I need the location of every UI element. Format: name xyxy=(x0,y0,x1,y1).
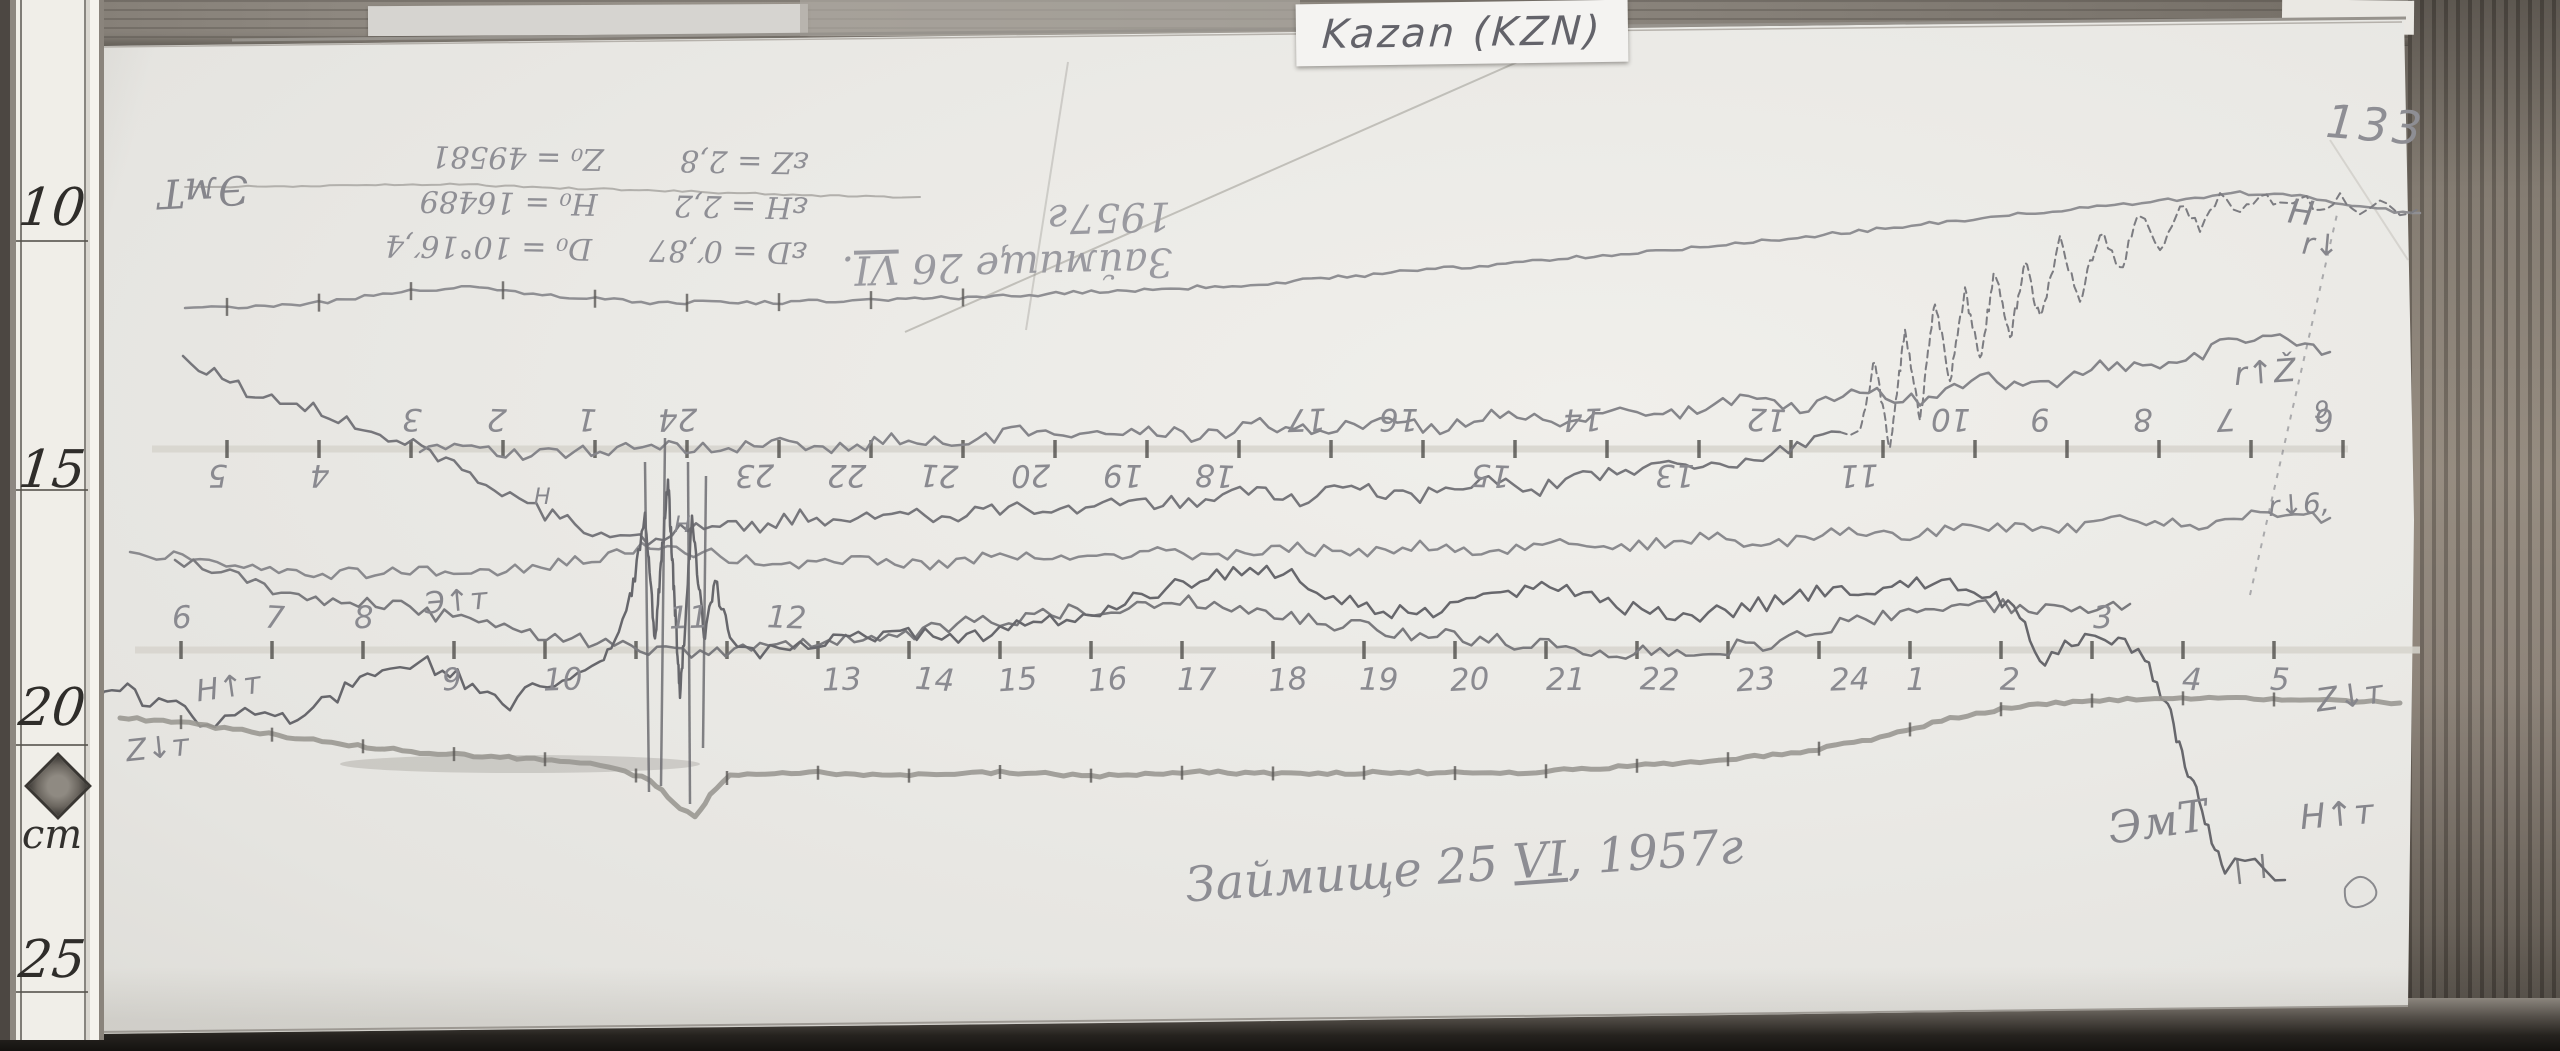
upper-axis-hour-14: 14 xyxy=(1562,400,1604,438)
lower-axis-hour-16: 16 xyxy=(1086,660,1129,700)
label-h-arrow-upper-right: r↓ xyxy=(2300,226,2341,265)
paper-strip-top-middle xyxy=(800,0,1300,36)
label-six-upper-right: 9 xyxy=(2314,396,2330,424)
label-emt-upperleft: ЭмТ xyxy=(156,165,250,217)
lower-axis-hour-1: 1 xyxy=(1906,662,1926,698)
upper-axis-hour-13: 13 xyxy=(1655,457,1695,493)
upper-axis-hour-15: 15 xyxy=(1470,456,1512,494)
lower-axis-hour-6: 6 xyxy=(171,599,193,637)
page-number: 133 xyxy=(2323,93,2428,157)
upper-axis-hour-18: 18 xyxy=(1194,456,1236,494)
lower-axis-hour-12: 12 xyxy=(766,599,808,637)
lower-axis-hour-13: 13 xyxy=(821,661,863,699)
upper-axis-hour-2: 2 xyxy=(486,400,508,438)
upper-axis-hour-1: 1 xyxy=(576,400,598,438)
wood-table-right-edge xyxy=(2408,0,2560,1051)
upper-axis-hour-12: 12 xyxy=(1746,400,1788,438)
upper-axis-hour-4: 4 xyxy=(309,456,331,494)
ruler-segment-line xyxy=(16,991,88,993)
diamond-logo-icon xyxy=(24,752,92,820)
ruler-segment-line xyxy=(16,489,88,491)
lower-axis-hour-19: 19 xyxy=(1358,661,1399,699)
label-z-down-left: Z↓т xyxy=(124,727,191,770)
ruler-segment-line xyxy=(16,240,88,242)
label-h-up-right: H↑т xyxy=(2298,791,2376,839)
upper-axis-hour-7: 7 xyxy=(2215,400,2237,438)
upper-axis-hour-19: 19 xyxy=(1103,457,1143,493)
paper-strip-top-left xyxy=(367,3,809,37)
lower-axis-hour-5: 5 xyxy=(2269,661,2291,699)
upper-axis-hour-11: 11 xyxy=(1838,456,1880,494)
date-inscription-upper: Займище 26 VI. 1957г xyxy=(741,192,1173,295)
upper-axis-hour-22: 22 xyxy=(827,457,867,493)
lower-axis-hour-4: 4 xyxy=(2181,661,2203,699)
cm-ruler: cm 10 15 20 25 xyxy=(0,0,104,1040)
date-upper-roman: VI xyxy=(853,245,900,293)
label-h-mark-1: H xyxy=(534,485,551,510)
station-name-text: Kazan (KZN) xyxy=(1320,8,1604,58)
ruler-mark-20: 20 xyxy=(15,678,89,738)
lower-axis-hour-14: 14 xyxy=(913,660,956,700)
lower-axis-hour-20: 20 xyxy=(1449,660,1491,700)
lower-axis-hour-10: 10 xyxy=(542,661,584,699)
upper-axis-hour-9: 9 xyxy=(2029,400,2051,438)
lower-axis-hour-15: 15 xyxy=(996,660,1039,700)
ruler-mark-10: 10 xyxy=(15,178,89,238)
upper-axis-hour-20: 20 xyxy=(1010,456,1052,494)
ruler-inner-line-left xyxy=(20,0,22,1040)
lower-axis-hour-24: 24 xyxy=(1829,661,1871,699)
ruler-mark-25: 25 xyxy=(15,930,89,990)
label-z-upper-right: r↑Ž xyxy=(2232,350,2298,394)
upper-axis-hour-8: 8 xyxy=(2132,400,2154,438)
formula-line-z: εZ = 2,8 Z₀ = 49581 xyxy=(430,138,810,180)
upper-axis-hour-23: 23 xyxy=(734,456,776,494)
upper-axis-hour-21: 21 xyxy=(918,456,960,494)
lower-axis-hour-8: 8 xyxy=(353,599,375,637)
label-h-mark-2: H xyxy=(674,513,691,538)
lower-axis-hour-18: 18 xyxy=(1266,660,1309,700)
lower-axis-hour-2: 2 xyxy=(1999,661,2021,699)
upper-axis-hour-16: 16 xyxy=(1379,401,1419,437)
upper-axis-hour-24: 24 xyxy=(657,400,698,438)
upper-axis-hour-17: 17 xyxy=(1286,400,1328,438)
lower-axis-hour-21: 21 xyxy=(1546,662,1586,698)
lower-axis-hour-11: 11 xyxy=(668,599,710,637)
upper-axis-hour-10: 10 xyxy=(1931,401,1971,437)
date-upper-pre: Займище 26 xyxy=(898,238,1174,292)
ruler-mark-15: 15 xyxy=(15,440,89,500)
date-lower-roman: VI xyxy=(1511,830,1569,891)
station-name-label: Kazan (KZN) xyxy=(1295,0,1629,67)
ruler-segment-line xyxy=(16,744,88,746)
upper-axis-hour-6: 6 xyxy=(2313,400,2335,438)
label-d-up-left: Э↑т xyxy=(422,581,489,622)
lower-axis-hour-7: 7 xyxy=(264,599,286,637)
ruler-unit-label: cm xyxy=(21,812,83,858)
lower-axis-hour-17: 17 xyxy=(1177,662,1217,698)
lower-axis-hour-23: 23 xyxy=(1734,660,1777,700)
upper-axis-hour-3: 3 xyxy=(401,400,423,438)
lower-axis-hour-9: 9 xyxy=(441,661,463,699)
upper-axis-hour-5: 5 xyxy=(207,456,229,494)
label-d-upper-right: r↓6, xyxy=(2266,485,2331,524)
lower-axis-hour-3: 3 xyxy=(2092,599,2114,637)
lower-axis-hour-22: 22 xyxy=(1639,661,1681,699)
ruler-inner-line-right xyxy=(84,0,86,1040)
